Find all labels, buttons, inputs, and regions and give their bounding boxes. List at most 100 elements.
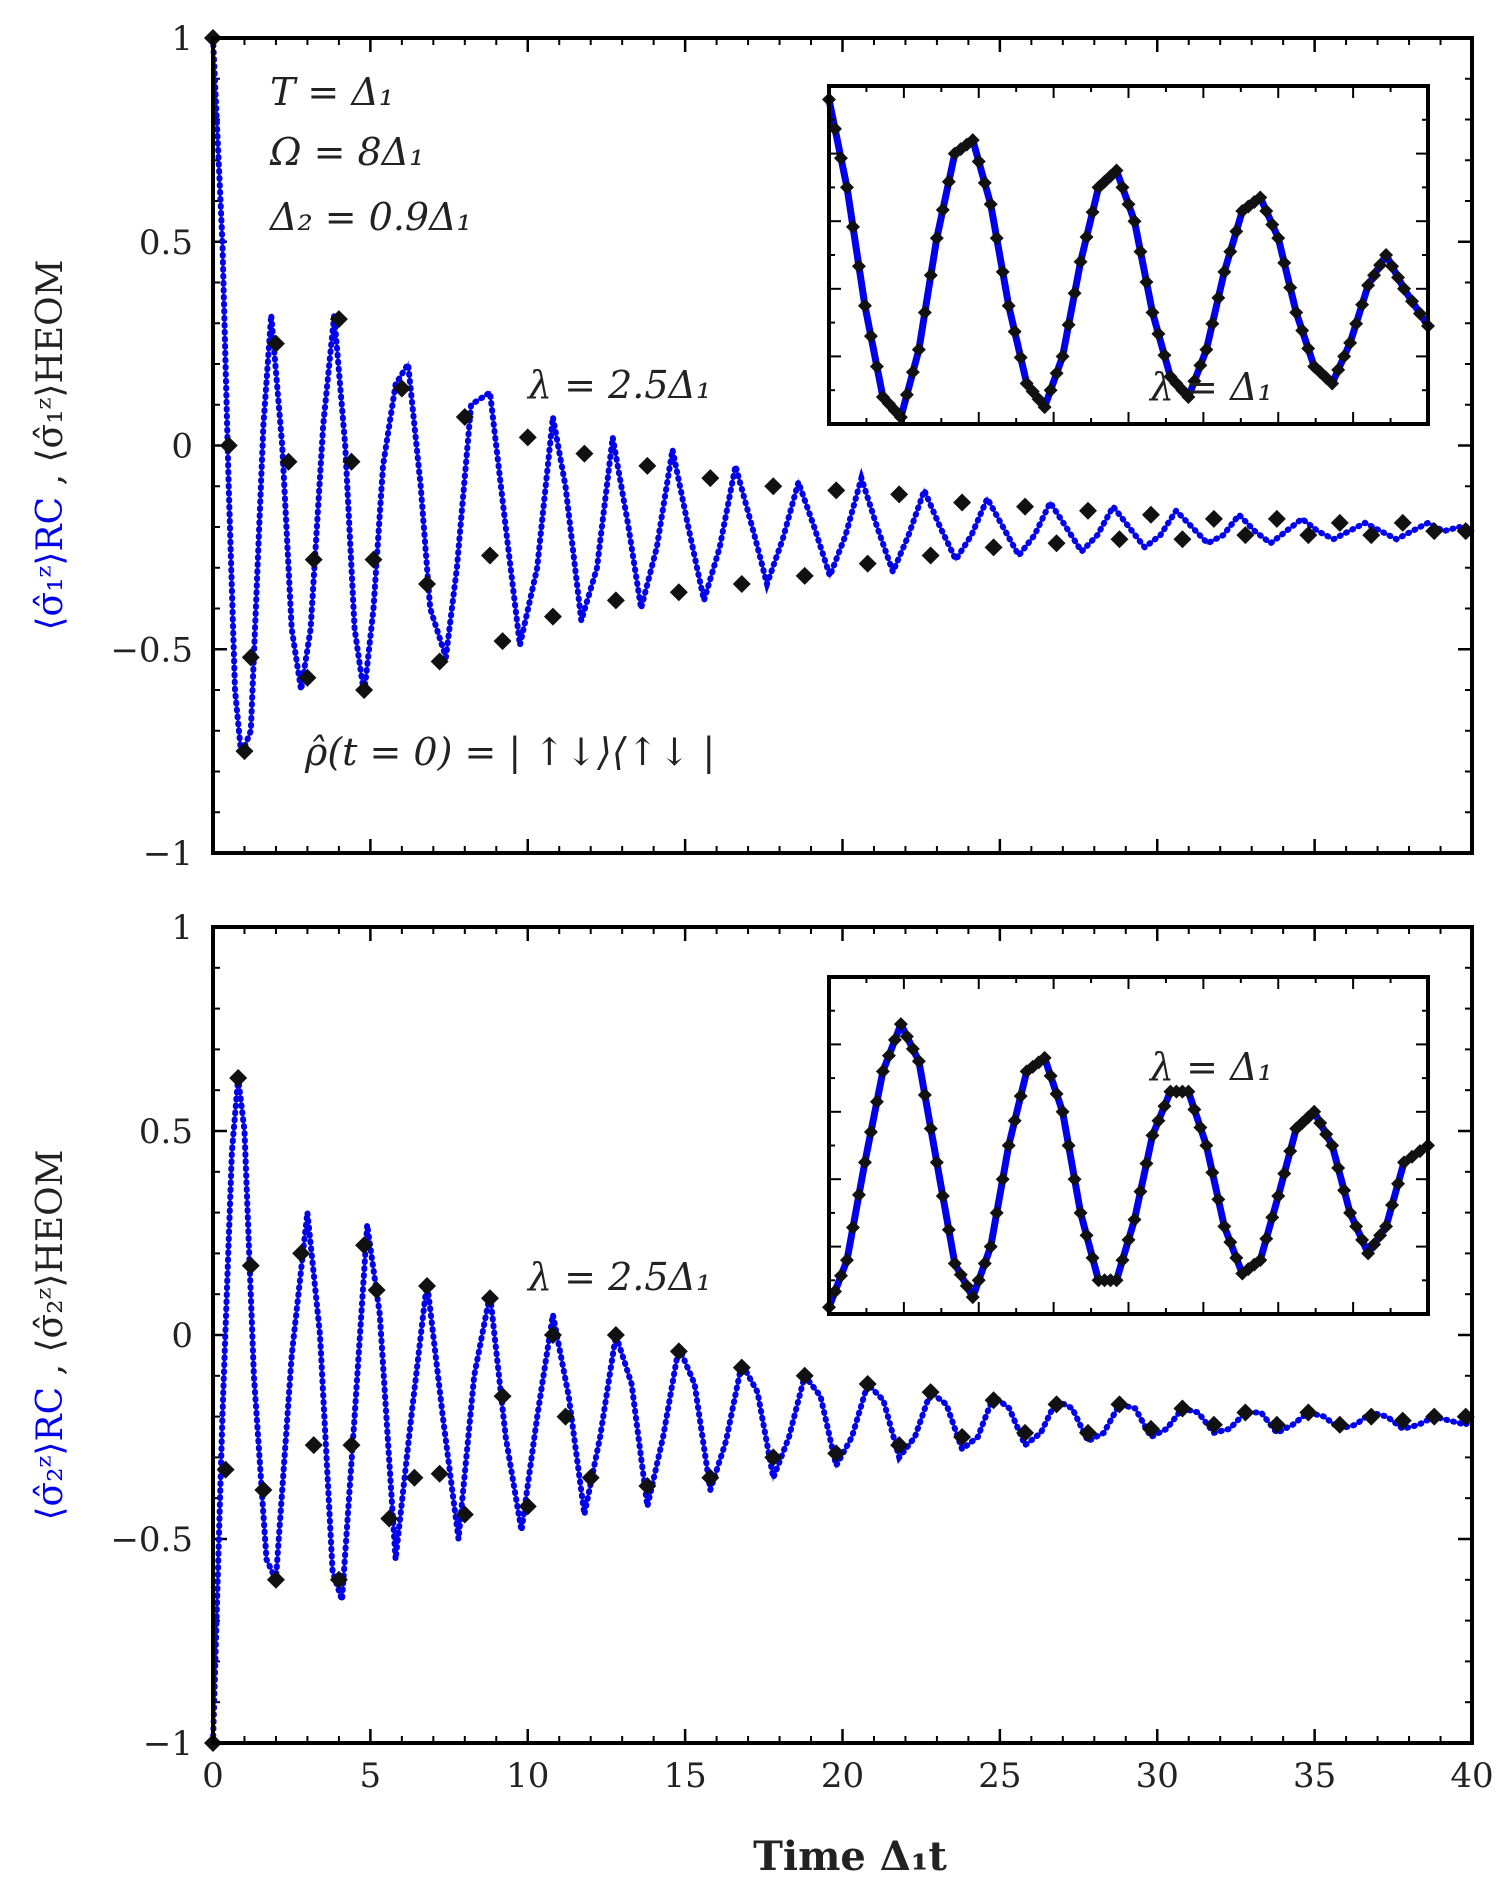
inset-heom-marker <box>1157 1099 1172 1114</box>
inset-heom-marker <box>1145 305 1160 320</box>
y-tick-label: −0.5 <box>110 1520 193 1560</box>
heom-marker <box>984 538 1003 557</box>
inset-heom-marker <box>863 1125 878 1140</box>
svg-text:⟨σ̂₁ᶻ⟩RC , ⟨σ̂₁ᶻ⟩HEOM: ⟨σ̂₁ᶻ⟩RC , ⟨σ̂₁ᶻ⟩HEOM <box>30 259 71 630</box>
inset-heom-marker <box>1271 231 1286 246</box>
inset-heom-marker <box>1085 1250 1100 1265</box>
inset-heom-marker <box>1133 1184 1148 1199</box>
inset-heom-marker <box>995 1172 1010 1187</box>
inset-heom-marker <box>977 175 992 190</box>
inset-heom-marker <box>833 151 848 166</box>
inset-heom-marker <box>929 1155 944 1170</box>
top-ylabel-rc: ⟨σ̂₁ᶻ⟩RC <box>30 497 71 631</box>
inset-heom-marker <box>1049 1086 1064 1101</box>
inset-heom-marker <box>1283 280 1298 295</box>
inset-heom-marker <box>1127 1212 1142 1227</box>
svg-text:⟨σ̂₂ᶻ⟩RC , ⟨σ̂₂ᶻ⟩HEOM: ⟨σ̂₂ᶻ⟩RC , ⟨σ̂₂ᶻ⟩HEOM <box>30 1149 71 1520</box>
x-tick-label: 10 <box>506 1756 549 1796</box>
inset-heom-marker <box>959 1278 974 1293</box>
inset-heom-marker <box>1229 1250 1244 1265</box>
inset-heom-marker <box>935 202 950 217</box>
heom-marker <box>1267 509 1286 528</box>
inset-heom-marker <box>1271 1189 1286 1204</box>
heom-marker <box>1141 1419 1160 1438</box>
inset-heom-marker <box>929 231 944 246</box>
inset-heom-marker <box>1277 1166 1292 1181</box>
heom-marker <box>921 1383 940 1402</box>
heom-marker <box>1299 526 1318 545</box>
inset-heom-marker <box>983 1239 998 1254</box>
y-tick-label: 0 <box>171 427 193 467</box>
x-tick-label: 25 <box>978 1756 1021 1796</box>
inset-heom-marker <box>983 197 998 212</box>
inset-heom-marker <box>989 231 1004 246</box>
heom-marker <box>342 452 361 471</box>
heom-marker <box>984 1391 1003 1410</box>
heom-marker <box>827 1444 846 1463</box>
inset-heom-marker <box>1013 350 1028 365</box>
heom-marker <box>1204 509 1223 528</box>
omega-annotation: Ω = 8Δ₁ <box>269 130 424 174</box>
top-inset <box>822 84 1435 426</box>
top-inset-label: λ = Δ₁ <box>1148 365 1273 409</box>
inset-heom-marker <box>1193 1120 1208 1135</box>
inset-heom-marker <box>899 1029 914 1044</box>
heom-marker <box>342 1436 361 1455</box>
inset-heom-marker <box>899 387 914 402</box>
x-tick-label: 35 <box>1293 1756 1336 1796</box>
heom-marker <box>1079 1423 1098 1442</box>
heom-marker <box>455 1505 474 1524</box>
inset-heom-marker <box>1007 324 1022 339</box>
inset-heom-marker <box>1265 1210 1280 1225</box>
inset-heom-marker <box>947 1256 962 1271</box>
inset-heom-marker <box>1115 1253 1130 1268</box>
y-tick-label: 0 <box>171 1316 193 1356</box>
heom-marker <box>890 485 909 504</box>
temperature-annotation: T = Δ₁ <box>270 70 394 114</box>
inset-heom-marker <box>1193 358 1208 373</box>
heom-marker <box>480 546 499 565</box>
inset-heom-marker <box>911 342 926 357</box>
heom-marker <box>1393 513 1412 532</box>
inset-heom-marker <box>1223 244 1238 259</box>
inset-heom-marker <box>971 1273 986 1288</box>
heom-marker <box>1016 1423 1035 1442</box>
heom-marker <box>638 1476 657 1495</box>
inset-heom-marker <box>845 1220 860 1235</box>
initial-state-annotation: ρ̂(t = 0) = | ↑↓⟩⟨↑↓ | <box>304 730 715 774</box>
heom-marker <box>216 1460 235 1479</box>
inset-heom-marker <box>845 219 860 234</box>
inset-heom-marker <box>1373 258 1388 273</box>
heom-marker <box>304 1436 323 1455</box>
top-plot-area: −1 −0.5 0 0.5 1 <box>110 19 1475 874</box>
y-tick-label: 1 <box>171 908 193 948</box>
inset-heom-marker <box>1259 204 1274 219</box>
heom-marker <box>518 1497 537 1516</box>
bottom-ylabel-separator: , <box>30 1353 71 1387</box>
heom-marker <box>329 310 348 329</box>
inset-heom-marker <box>833 1268 848 1283</box>
inset-heom-marker <box>869 359 884 374</box>
inset-heom-marker <box>1229 224 1244 239</box>
inset-heom-marker <box>887 1032 902 1047</box>
inset-heom-marker <box>965 133 980 148</box>
heom-marker <box>1047 1395 1066 1414</box>
y-tick-label: 0.5 <box>139 223 193 263</box>
lambda-annotation-top: λ = 2.5Δ₁ <box>526 363 711 407</box>
heom-marker <box>418 575 437 594</box>
delta2-annotation: Δ₂ = 0.9Δ₁ <box>268 195 472 239</box>
y-tick-label: 0.5 <box>139 1112 193 1152</box>
inset-heom-marker <box>1079 229 1094 244</box>
heom-marker <box>241 648 260 667</box>
inset-heom-marker <box>1007 1113 1022 1128</box>
y-tick-label: −0.5 <box>110 630 193 670</box>
inset-heom-marker <box>1061 1138 1076 1153</box>
heom-marker <box>355 1236 374 1255</box>
heom-marker <box>266 1570 285 1589</box>
inset-heom-marker <box>911 1054 926 1069</box>
bottom-inset <box>822 975 1435 1316</box>
inset-heom-marker <box>941 174 956 189</box>
inset-frame <box>827 975 1430 1316</box>
inset-heom-marker <box>1331 362 1346 377</box>
heom-marker <box>556 1407 575 1426</box>
